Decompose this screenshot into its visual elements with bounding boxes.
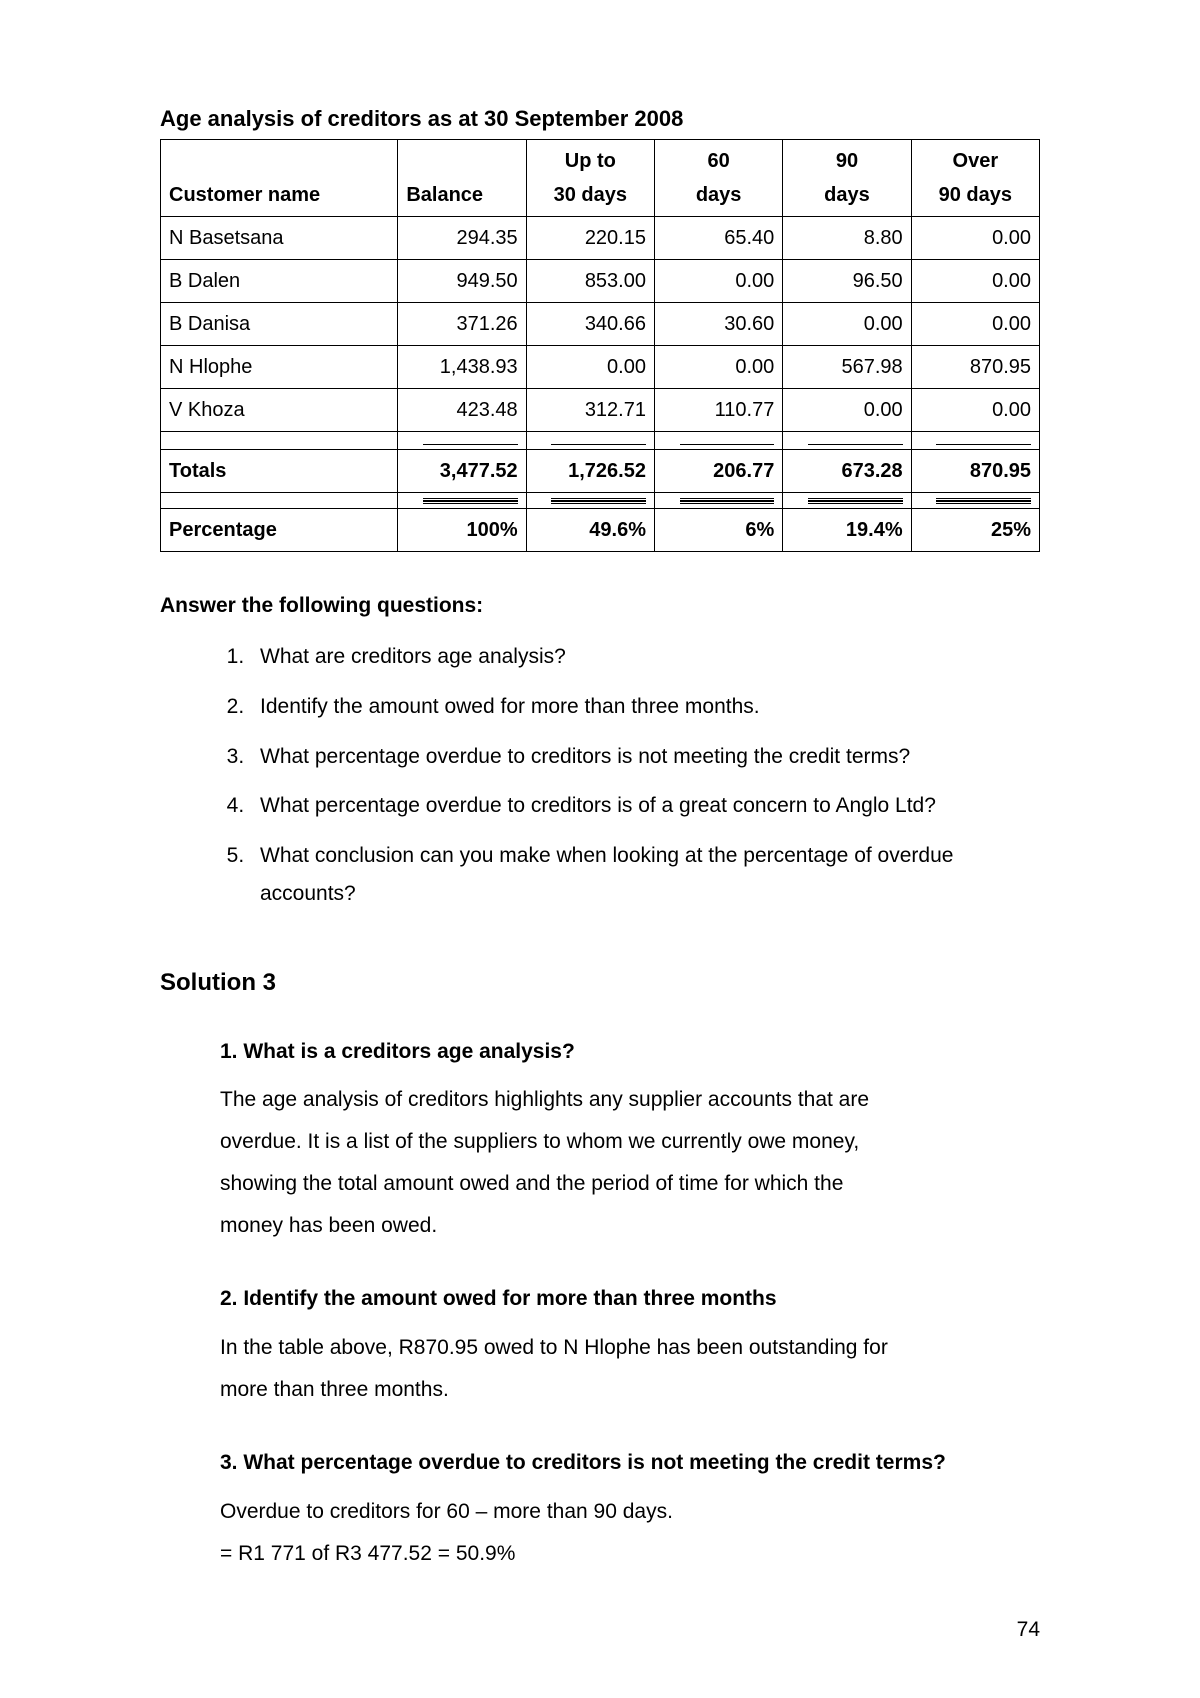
- table-row: V Khoza423.48312.71110.770.000.00: [161, 389, 1040, 432]
- totals-underline-row: [161, 432, 1040, 450]
- cell-60days: 65.40: [654, 217, 782, 260]
- totals-90days: 673.28: [783, 450, 911, 493]
- cell-balance: 1,438.93: [398, 346, 526, 389]
- totals-double-rule-row: [161, 493, 1040, 509]
- totals-row: Totals3,477.521,726.52206.77673.28870.95: [161, 450, 1040, 493]
- cell-over90: 0.00: [911, 303, 1039, 346]
- cell-upto30: 220.15: [526, 217, 654, 260]
- percentage-over90: 25%: [911, 509, 1039, 552]
- header-upto30-line1: Up to: [535, 144, 646, 178]
- cell-upto30: 312.71: [526, 389, 654, 432]
- page-number: 74: [1017, 1612, 1040, 1648]
- solution-1-question: 1. What is a creditors age analysis?: [220, 1034, 1040, 1070]
- cell-60days: 0.00: [654, 346, 782, 389]
- percentage-upto30: 49.6%: [526, 509, 654, 552]
- header-upto30: Up to 30 days: [526, 140, 654, 217]
- cell-balance: 294.35: [398, 217, 526, 260]
- cell-name: N Basetsana: [161, 217, 398, 260]
- table-row: N Hlophe1,438.930.000.00567.98870.95: [161, 346, 1040, 389]
- header-over90-line2: 90 days: [920, 178, 1031, 212]
- header-over90-line1: Over: [920, 144, 1031, 178]
- table-row: N Basetsana294.35220.1565.408.800.00: [161, 217, 1040, 260]
- questions-list: What are creditors age analysis? Identify…: [250, 638, 1040, 913]
- header-60days-line2: days: [663, 178, 774, 212]
- solution-heading: Solution 3: [160, 963, 1040, 1004]
- table-row: B Danisa371.26340.6630.600.000.00: [161, 303, 1040, 346]
- percentage-label: Percentage: [161, 509, 398, 552]
- cell-over90: 0.00: [911, 217, 1039, 260]
- cell-90days: 8.80: [783, 217, 911, 260]
- cell-upto30: 0.00: [526, 346, 654, 389]
- percentage-60days: 6%: [654, 509, 782, 552]
- question-item: What percentage overdue to creditors is …: [250, 787, 1040, 825]
- header-over90: Over 90 days: [911, 140, 1039, 217]
- cell-60days: 110.77: [654, 389, 782, 432]
- solution-3-answer-line1: Overdue to creditors for 60 – more than …: [220, 1491, 900, 1533]
- solution-3-question: 3. What percentage overdue to creditors …: [220, 1445, 1040, 1481]
- solution-2: 2. Identify the amount owed for more tha…: [220, 1281, 1040, 1411]
- cell-60days: 30.60: [654, 303, 782, 346]
- cell-name: N Hlophe: [161, 346, 398, 389]
- header-90days-line1: 90: [791, 144, 902, 178]
- percentage-row: Percentage100%49.6%6%19.4%25%: [161, 509, 1040, 552]
- header-customer-name: Customer name: [161, 140, 398, 217]
- totals-label: Totals: [161, 450, 398, 493]
- cell-90days: 0.00: [783, 389, 911, 432]
- cell-name: B Danisa: [161, 303, 398, 346]
- header-90days-line2: days: [791, 178, 902, 212]
- solution-2-answer: In the table above, R870.95 owed to N Hl…: [220, 1327, 900, 1411]
- age-analysis-table: Customer name Balance Up to 30 days 60 d…: [160, 139, 1040, 552]
- cell-over90: 870.95: [911, 346, 1039, 389]
- solution-1-answer: The age analysis of creditors highlights…: [220, 1079, 900, 1247]
- cell-90days: 567.98: [783, 346, 911, 389]
- table-title: Age analysis of creditors as at 30 Septe…: [160, 100, 1040, 137]
- solution-3-answer-line2: = R1 771 of R3 477.52 = 50.9%: [220, 1533, 900, 1575]
- table-header-row: Customer name Balance Up to 30 days 60 d…: [161, 140, 1040, 217]
- cell-90days: 0.00: [783, 303, 911, 346]
- question-item: What percentage overdue to creditors is …: [250, 738, 1040, 776]
- header-balance: Balance: [398, 140, 526, 217]
- header-60days-line1: 60: [663, 144, 774, 178]
- percentage-90days: 19.4%: [783, 509, 911, 552]
- totals-60days: 206.77: [654, 450, 782, 493]
- cell-60days: 0.00: [654, 260, 782, 303]
- header-upto30-line2: 30 days: [535, 178, 646, 212]
- header-60days: 60 days: [654, 140, 782, 217]
- cell-upto30: 340.66: [526, 303, 654, 346]
- cell-name: B Dalen: [161, 260, 398, 303]
- cell-balance: 371.26: [398, 303, 526, 346]
- cell-upto30: 853.00: [526, 260, 654, 303]
- cell-balance: 949.50: [398, 260, 526, 303]
- cell-over90: 0.00: [911, 260, 1039, 303]
- totals-over90: 870.95: [911, 450, 1039, 493]
- cell-90days: 96.50: [783, 260, 911, 303]
- cell-balance: 423.48: [398, 389, 526, 432]
- solution-3: 3. What percentage overdue to creditors …: [220, 1445, 1040, 1575]
- totals-upto30: 1,726.52: [526, 450, 654, 493]
- solution-1: 1. What is a creditors age analysis? The…: [220, 1034, 1040, 1248]
- questions-heading: Answer the following questions:: [160, 588, 1040, 624]
- solution-2-question: 2. Identify the amount owed for more tha…: [220, 1281, 1040, 1317]
- table-row: B Dalen949.50853.000.0096.500.00: [161, 260, 1040, 303]
- cell-over90: 0.00: [911, 389, 1039, 432]
- percentage-balance: 100%: [398, 509, 526, 552]
- totals-balance: 3,477.52: [398, 450, 526, 493]
- question-item: What are creditors age analysis?: [250, 638, 1040, 676]
- question-item: Identify the amount owed for more than t…: [250, 688, 1040, 726]
- cell-name: V Khoza: [161, 389, 398, 432]
- question-item: What conclusion can you make when lookin…: [250, 837, 1040, 913]
- header-90days: 90 days: [783, 140, 911, 217]
